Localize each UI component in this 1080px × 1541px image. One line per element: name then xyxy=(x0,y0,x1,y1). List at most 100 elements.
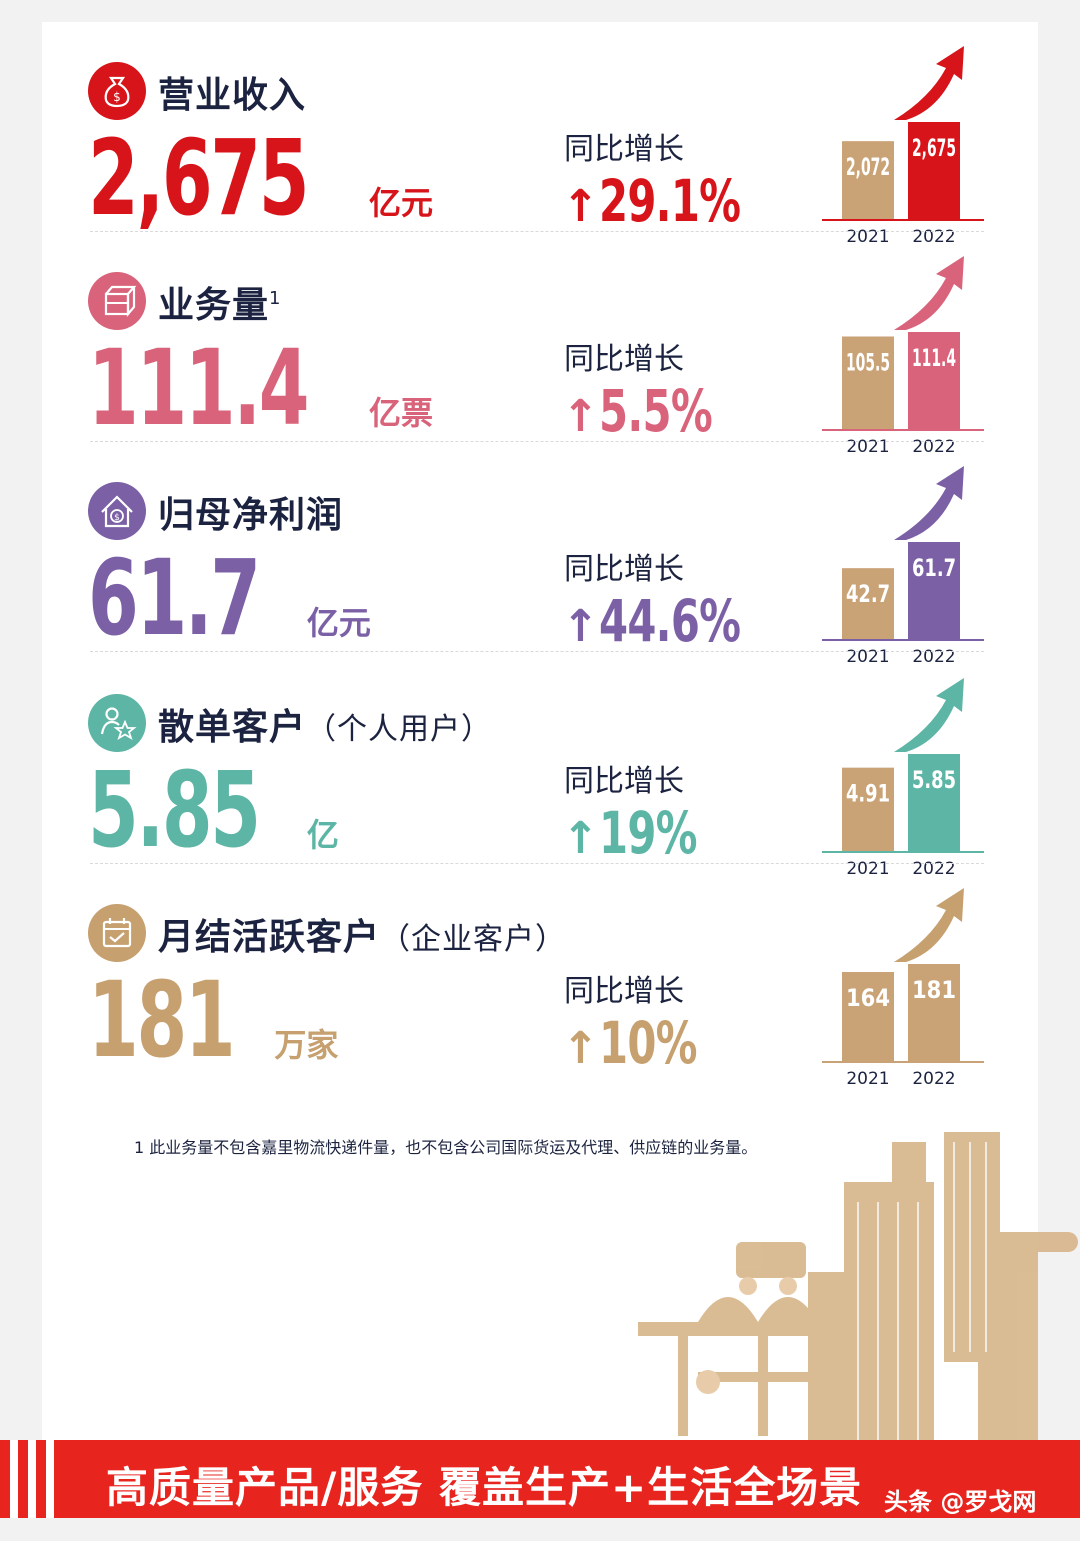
yoy-value: ↑19% xyxy=(562,804,735,862)
yoy-label: 同比增长 xyxy=(564,342,684,377)
metric-value: 5.85 亿 xyxy=(88,758,339,862)
banner-stripes xyxy=(0,1440,70,1518)
x-tick-label: 2022 xyxy=(912,437,955,457)
x-tick-label: 2021 xyxy=(846,859,889,879)
metric-title-text: 月结活跃客户 xyxy=(158,917,381,958)
city-illustration xyxy=(638,1132,1078,1462)
bar-value-label: 181 xyxy=(912,976,956,1004)
yoy-percent: 44.6% xyxy=(598,587,741,655)
mini-bar-chart: 42.7 2021 61.7 2022 xyxy=(822,466,984,667)
section-divider xyxy=(90,441,984,442)
metric-title: 营业收入 xyxy=(158,66,306,118)
section-divider xyxy=(90,863,984,864)
x-tick-label: 2022 xyxy=(912,227,955,247)
metric-title-text: 业务量 xyxy=(158,285,270,326)
mini-bar-chart: 164 2021 181 2022 xyxy=(822,888,984,1089)
yoy-percent: 10% xyxy=(598,1009,698,1077)
yoy-label: 同比增长 xyxy=(564,132,684,167)
yoy-value: ↑29.1% xyxy=(562,172,795,230)
bar-2022 xyxy=(908,332,960,430)
metric-unit: 亿元 xyxy=(306,604,371,642)
metric-value: 61.7 亿元 xyxy=(88,546,371,650)
x-tick-label: 2022 xyxy=(912,859,955,879)
metric-number: 111.4 xyxy=(88,327,309,449)
metric-unit: 万家 xyxy=(274,1026,339,1064)
metric-unit: 亿 xyxy=(306,816,339,854)
money-bag-icon: $ xyxy=(88,62,146,120)
yoy-percent: 5.5% xyxy=(598,377,713,445)
bar-value-label: 2,072 xyxy=(846,153,890,181)
x-tick-label: 2021 xyxy=(846,437,889,457)
x-tick-label: 2022 xyxy=(912,1069,955,1089)
metric-title: 归母净利润 xyxy=(158,486,343,538)
footnote-marker: 1 xyxy=(269,288,282,309)
bar-2022 xyxy=(908,122,960,220)
yoy-label: 同比增长 xyxy=(564,974,684,1009)
bar-value-label: 2,675 xyxy=(912,134,956,162)
metric-unit: 亿元 xyxy=(368,184,433,222)
metric-section: $ 营业收入 2,675 亿元 同比增长 ↑29.1% 2,072 2021 2,675 2022 xyxy=(42,22,1038,247)
metric-section: 散单客户（个人用户） 5.85 亿同比增长 ↑19% 4.91 2021 5.85 2022 xyxy=(42,654,1038,879)
bar-value-label: 4.91 xyxy=(846,780,890,808)
bar-2021 xyxy=(842,568,894,640)
user-star-icon xyxy=(88,694,146,752)
bar-2021 xyxy=(842,971,894,1062)
bar-2021 xyxy=(842,767,894,852)
yoy-label: 同比增长 xyxy=(564,552,684,587)
growth-arrow-icon xyxy=(894,46,964,120)
metric-title: 业务量1 xyxy=(158,276,281,328)
section-divider xyxy=(90,651,984,652)
metric-section: $ 归母净利润 61.7 亿元 同比增长 ↑44.6% 42.7 2021 61.7 2022 xyxy=(42,442,1038,667)
up-arrow-icon: ↑ xyxy=(562,813,599,864)
x-tick-label: 2021 xyxy=(846,647,889,667)
package-icon xyxy=(88,272,146,330)
metric-subtitle: （个人用户） xyxy=(306,712,493,747)
bar-value-label: 111.4 xyxy=(912,344,956,372)
metric-title-text: 归母净利润 xyxy=(158,495,344,536)
yoy-percent: 29.1% xyxy=(598,167,741,235)
metric-title: 散单客户（个人用户） xyxy=(158,698,492,750)
growth-arrow-icon xyxy=(894,256,964,330)
up-arrow-icon: ↑ xyxy=(562,181,599,232)
up-arrow-icon: ↑ xyxy=(562,391,599,442)
growth-arrow-icon xyxy=(894,466,964,540)
bar-2022 xyxy=(908,754,960,852)
metric-value: 111.4 亿票 xyxy=(88,336,433,440)
yoy-label: 同比增长 xyxy=(564,764,684,799)
bar-2022 xyxy=(908,542,960,640)
bottom-banner: 高质量产品/服务 覆盖生产+生活全场景 xyxy=(0,1440,1080,1518)
house-dollar-icon: $ xyxy=(88,482,146,540)
up-arrow-icon: ↑ xyxy=(562,1023,599,1074)
metric-title-text: 营业收入 xyxy=(158,75,307,116)
bar-2021 xyxy=(842,336,894,430)
bar-value-label: 164 xyxy=(846,984,890,1012)
metric-number: 5.85 xyxy=(88,749,261,871)
x-tick-label: 2021 xyxy=(846,227,889,247)
footnote: 1 此业务量不包含嘉里物流快递件量，也不包含公司国际货运及代理、供应链的业务量。 xyxy=(134,1138,758,1157)
metric-number: 181 xyxy=(88,959,236,1081)
metric-section: 月结活跃客户（企业客户） 181 万家 同比增长 ↑10% 164 2021 181 2022 xyxy=(42,864,1038,1089)
mini-bar-chart: 4.91 2021 5.85 2022 xyxy=(822,678,984,879)
bar-2021 xyxy=(842,141,894,220)
yoy-value: ↑44.6% xyxy=(562,592,795,650)
calendar-check-icon xyxy=(88,904,146,962)
bar-value-label: 61.7 xyxy=(912,554,956,582)
infographic-card: $ 营业收入 2,675 亿元 同比增长 ↑29.1% 2,072 2021 2,675 2022… xyxy=(42,22,1078,1462)
metric-value: 2,675 亿元 xyxy=(88,126,433,230)
growth-arrow-icon xyxy=(894,888,964,962)
x-tick-label: 2021 xyxy=(846,1069,889,1089)
metric-section: 业务量1 111.4 亿票 同比增长 ↑5.5% 105.5 2021 111.4 2022 xyxy=(42,232,1038,457)
section-divider xyxy=(90,231,984,232)
bar-value-label: 42.7 xyxy=(846,580,890,608)
mini-bar-chart: 105.5 2021 111.4 2022 xyxy=(822,256,984,457)
growth-arrow-icon xyxy=(894,678,964,752)
metric-unit: 亿票 xyxy=(368,394,433,432)
metric-number: 61.7 xyxy=(88,537,261,659)
metric-subtitle: （企业客户） xyxy=(380,922,567,957)
bar-value-label: 5.85 xyxy=(912,766,956,794)
mini-bar-chart: 2,072 2021 2,675 2022 xyxy=(822,46,984,247)
watermark: 头条 @罗戈网 xyxy=(884,1488,1037,1516)
yoy-value: ↑5.5% xyxy=(562,382,756,440)
up-arrow-icon: ↑ xyxy=(562,601,599,652)
metric-value: 181 万家 xyxy=(88,968,338,1072)
